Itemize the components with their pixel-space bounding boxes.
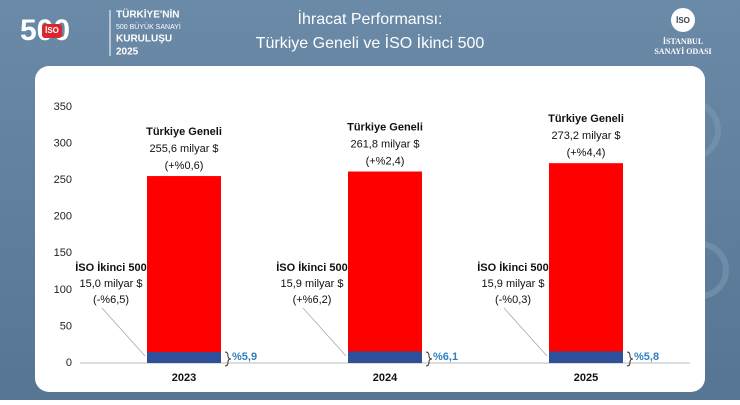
x-tick-label: 2025 (574, 372, 598, 384)
org-logo (671, 8, 695, 32)
value-label: 15,0 milyar $ (80, 278, 143, 290)
leader-line (503, 307, 548, 357)
logo-line: KURULUŞU (116, 34, 172, 45)
plot: 0 50 100 150 200 250 300 350 2023 Türkiye Geneli 2… (54, 101, 659, 384)
series-label: İSO İkinci 500 (477, 261, 549, 274)
y-tick-label: 250 (54, 174, 72, 186)
value-label: 15,9 milyar $ (281, 278, 344, 290)
org-badge: İSO (676, 16, 690, 25)
chart-title: İhracat Performansı: (298, 9, 443, 28)
share-label: %5,9 (232, 351, 257, 363)
series-label: İSO İkinci 500 (276, 261, 348, 274)
change-label: (-%0,3) (495, 294, 531, 306)
bar (348, 351, 422, 363)
org-line: SANAYİ ODASI (654, 46, 711, 56)
logo-badge-box (42, 24, 62, 38)
bar (147, 352, 221, 363)
y-tick-label: 0 (66, 357, 72, 369)
x-tick-label: 2024 (373, 372, 398, 384)
logo-line: 500 BÜYÜK SANAYİ (116, 22, 181, 31)
share-label: %5,8 (634, 351, 659, 363)
change-label: (+%4,4) (567, 147, 606, 159)
logo-line: TÜRKİYE'NİN (116, 8, 180, 21)
logo-line: 2025 (116, 47, 139, 58)
series-label: Türkiye Geneli (548, 113, 624, 125)
bar (549, 163, 623, 363)
y-tick-label: 100 (54, 284, 72, 296)
y-tick-label: 350 (54, 101, 72, 113)
x-tick-label: 2023 (172, 372, 196, 384)
brace (626, 351, 634, 367)
series-label: Türkiye Geneli (347, 121, 423, 133)
y-tick-label: 300 (54, 137, 72, 149)
value-label: 255,6 milyar $ (149, 143, 218, 155)
org-line: İSTANBUL (663, 36, 703, 46)
series-label: Türkiye Geneli (146, 126, 222, 138)
leader-line (302, 307, 347, 357)
series-label: İSO İkinci 500 (75, 261, 147, 274)
value-label: 261,8 milyar $ (350, 138, 419, 150)
change-label: (+%6,2) (293, 294, 332, 306)
y-tick-label: 150 (54, 247, 72, 259)
y-tick-label: 200 (54, 211, 72, 223)
bar (348, 171, 422, 363)
brace (425, 351, 433, 367)
brace (224, 351, 232, 367)
change-label: (+%0,6) (165, 160, 204, 172)
value-label: 273,2 milyar $ (551, 130, 620, 142)
y-tick-label: 50 (60, 320, 72, 332)
bar (147, 176, 221, 363)
leader-line (101, 307, 146, 357)
share-label: %6,1 (433, 351, 458, 363)
logo-badge: İSO (45, 26, 59, 35)
chart-subtitle: Türkiye Geneli ve İSO İkinci 500 (256, 33, 485, 52)
bar (549, 351, 623, 363)
change-label: (+%2,4) (366, 155, 405, 167)
value-label: 15,9 milyar $ (482, 278, 545, 290)
change-label: (-%6,5) (93, 294, 129, 306)
